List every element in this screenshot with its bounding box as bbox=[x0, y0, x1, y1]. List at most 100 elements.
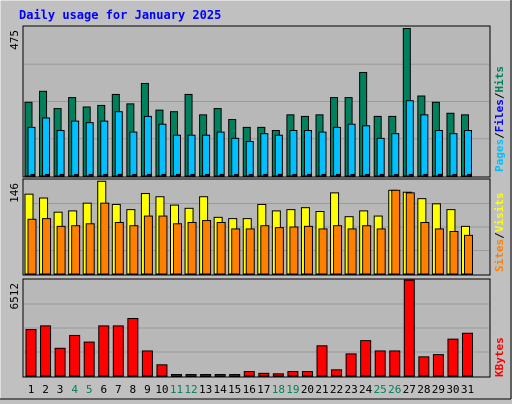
kbytes-bar bbox=[316, 345, 328, 377]
kbytes-bar bbox=[214, 374, 226, 377]
pages-bar bbox=[292, 173, 297, 177]
pages-bar bbox=[146, 173, 151, 177]
kbytes-bar bbox=[200, 374, 212, 377]
pages-bar bbox=[408, 173, 413, 177]
kbytes-bar bbox=[25, 329, 37, 377]
kbytes-bar bbox=[331, 369, 343, 377]
sites-bar bbox=[464, 234, 473, 275]
sites-bar bbox=[391, 189, 401, 275]
kbytes-bar bbox=[156, 364, 168, 377]
x-tick-label: 20 bbox=[301, 383, 314, 396]
kbytes-bar bbox=[229, 374, 241, 377]
files-bar bbox=[449, 133, 458, 177]
pages-bar bbox=[132, 173, 137, 177]
sites-bar bbox=[260, 225, 270, 275]
x-tick-label: 31 bbox=[461, 383, 474, 396]
x-tick-label: 9 bbox=[144, 383, 151, 396]
pages-bar bbox=[350, 173, 355, 177]
visits-ymax-label: 146 bbox=[8, 183, 21, 203]
pages-bar bbox=[306, 173, 311, 177]
sites-bar bbox=[42, 218, 52, 275]
sites-bar bbox=[231, 228, 241, 275]
x-tick-label: 16 bbox=[243, 383, 256, 396]
x-tick-label: 5 bbox=[86, 383, 93, 396]
kbytes-bar bbox=[287, 371, 299, 377]
pages-bar bbox=[452, 173, 457, 177]
x-tick-label: 11 bbox=[170, 383, 183, 396]
pages-bar bbox=[336, 173, 341, 177]
kbytes-bar bbox=[141, 350, 153, 377]
x-tick-label: 26 bbox=[388, 383, 401, 396]
hits-ymax-label: 475 bbox=[8, 30, 21, 50]
pages-bar bbox=[103, 173, 108, 177]
files-bar bbox=[129, 131, 138, 177]
kbytes-bar bbox=[98, 325, 110, 377]
sites-bar bbox=[114, 221, 124, 275]
kbytes-bar bbox=[272, 373, 284, 377]
sites-bar bbox=[347, 228, 357, 275]
kbytes-bar bbox=[69, 334, 81, 377]
sites-bar bbox=[376, 228, 386, 275]
files-bar bbox=[71, 120, 80, 177]
files-bar bbox=[100, 120, 109, 177]
visits-legend: Sites/Visits bbox=[493, 193, 506, 273]
pages-bar bbox=[437, 173, 442, 177]
x-tick-label: 29 bbox=[432, 383, 445, 396]
sites-bar bbox=[129, 225, 139, 275]
x-tick-label: 22 bbox=[330, 383, 343, 396]
files-bar bbox=[42, 117, 51, 177]
pages-bar bbox=[30, 173, 35, 177]
kbytes-bar bbox=[112, 325, 124, 377]
files-bar bbox=[464, 130, 472, 177]
hits-legend: Pages/Files/Hits bbox=[493, 66, 506, 172]
sites-bar bbox=[362, 225, 372, 275]
x-tick-label: 21 bbox=[315, 383, 328, 396]
pages-bar bbox=[321, 173, 326, 177]
kbytes-bar bbox=[374, 350, 386, 377]
pages-bar bbox=[423, 173, 428, 177]
files-bar bbox=[143, 115, 152, 177]
sites-bar bbox=[405, 192, 415, 275]
files-bar bbox=[405, 100, 414, 177]
files-bar bbox=[289, 130, 298, 177]
x-tick-label: 6 bbox=[100, 383, 107, 396]
x-tick-label: 1 bbox=[28, 383, 35, 396]
sites-bar bbox=[85, 223, 95, 275]
files-bar bbox=[202, 134, 211, 177]
files-bar bbox=[391, 133, 400, 177]
files-bar bbox=[376, 137, 385, 177]
legend-files: Files bbox=[493, 99, 506, 132]
files-bar bbox=[158, 123, 167, 177]
kbytes-bar bbox=[462, 332, 473, 377]
sites-bar bbox=[202, 220, 212, 275]
files-bar bbox=[362, 125, 371, 177]
kbytes-bar bbox=[127, 318, 139, 377]
x-tick-label: 25 bbox=[374, 383, 387, 396]
kbytes-bar bbox=[301, 371, 313, 377]
pages-bar bbox=[176, 173, 180, 177]
files-bar bbox=[420, 114, 429, 177]
x-tick-label: 19 bbox=[286, 383, 299, 396]
files-bar bbox=[318, 131, 327, 177]
files-bar bbox=[187, 134, 196, 177]
sites-bar bbox=[71, 225, 81, 275]
x-tick-label: 15 bbox=[228, 383, 241, 396]
files-bar bbox=[231, 137, 240, 177]
files-bar bbox=[347, 123, 356, 177]
files-bar bbox=[274, 134, 283, 177]
kbytes-bar bbox=[360, 340, 372, 377]
files-bar bbox=[303, 130, 312, 177]
sites-bar bbox=[449, 231, 459, 275]
pages-bar bbox=[379, 173, 384, 177]
x-tick-label: 17 bbox=[257, 383, 270, 396]
sites-bar bbox=[333, 225, 343, 275]
x-tick-label: 27 bbox=[403, 383, 416, 396]
x-tick-label: 12 bbox=[184, 383, 197, 396]
kbytes-bar bbox=[54, 347, 66, 377]
kbytes-bar bbox=[83, 341, 95, 377]
x-tick-label: 10 bbox=[155, 383, 168, 396]
sites-bar bbox=[434, 228, 444, 275]
pages-bar bbox=[263, 173, 268, 177]
x-tick-label: 3 bbox=[57, 383, 64, 396]
